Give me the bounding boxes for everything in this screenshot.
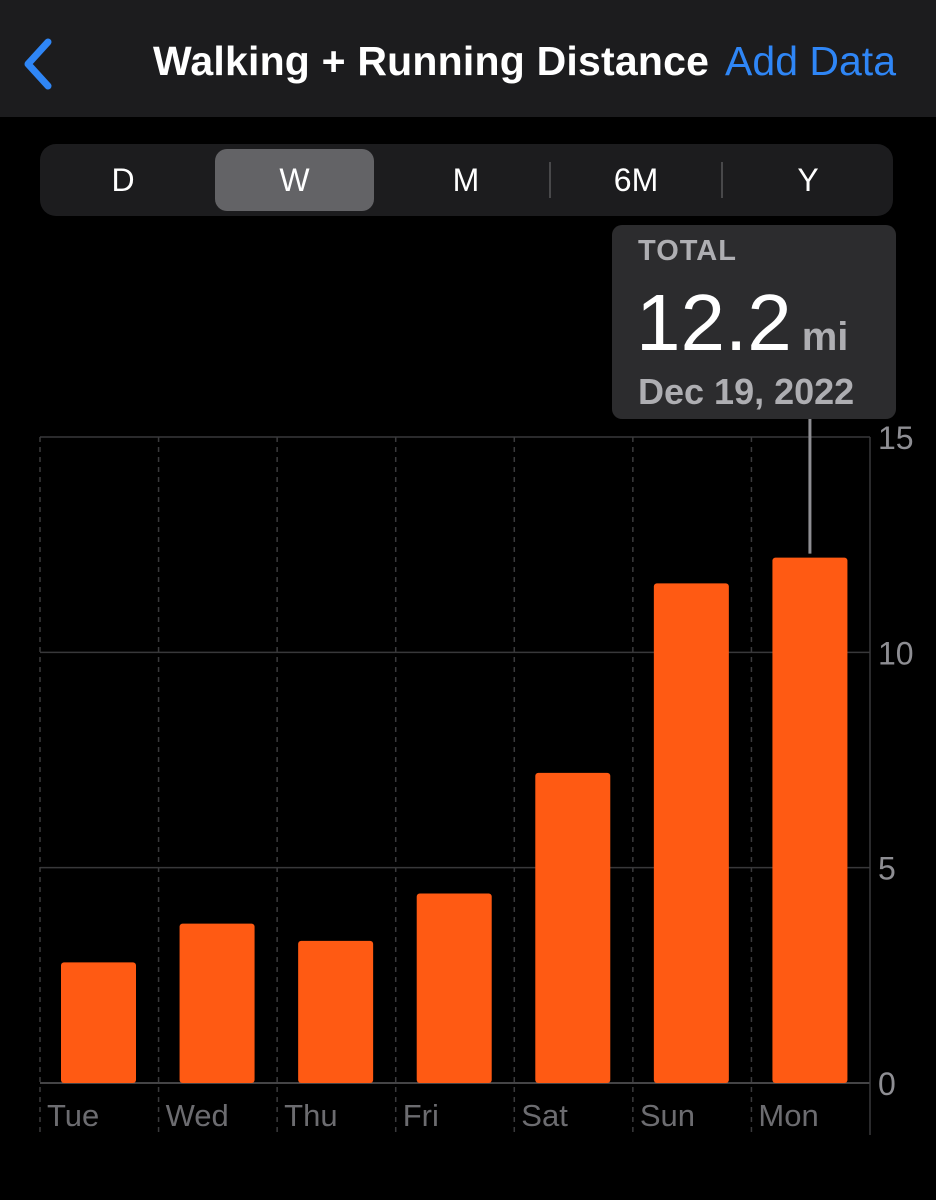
y-tick-label: 10: [878, 635, 914, 671]
tooltip-label: TOTAL: [638, 235, 737, 267]
tooltip-value: 12.2: [636, 278, 792, 367]
x-tick-label: Sun: [640, 1098, 695, 1133]
segment-day[interactable]: D: [111, 161, 135, 198]
add-data-button[interactable]: Add Data: [725, 38, 896, 84]
x-tick-label: Sat: [521, 1098, 568, 1133]
bar-sun[interactable]: [653, 583, 729, 1083]
page-title: Walking + Running Distance: [153, 38, 710, 84]
bar-fri[interactable]: [416, 893, 492, 1083]
x-tick-label: Tue: [47, 1098, 99, 1133]
y-tick-label: 15: [878, 420, 914, 456]
x-tick-label: Mon: [758, 1098, 818, 1133]
tooltip-unit: mi: [801, 315, 849, 359]
segment-divider: [721, 162, 723, 198]
bar-thu[interactable]: [298, 940, 374, 1083]
tooltip-date: Dec 19, 2022: [638, 371, 855, 412]
y-tick-label: 0: [878, 1066, 896, 1102]
time-range-segmented-control: D W M 6M Y: [40, 144, 893, 216]
x-tick-label: Fri: [403, 1098, 439, 1133]
navigation-bar: Walking + Running Distance Add Data: [0, 0, 936, 117]
segment-six-month[interactable]: 6M: [613, 161, 659, 198]
segment-week[interactable]: W: [215, 149, 374, 211]
bar-wed[interactable]: [179, 923, 255, 1083]
segment-divider: [549, 162, 551, 198]
x-tick-label: Thu: [284, 1098, 337, 1133]
bar-tue[interactable]: [61, 962, 136, 1083]
chevron-left-icon: [24, 38, 52, 90]
x-tick-label: Wed: [166, 1098, 229, 1133]
bar-sat[interactable]: [535, 772, 611, 1083]
tooltip-value-group: 12.2 mi: [636, 277, 848, 369]
segment-month[interactable]: M: [452, 161, 480, 198]
y-tick-label: 5: [878, 851, 896, 887]
distance-bar-chart[interactable]: 0 5 10 15 Tue Wed Thu Fri Sat Sun Mon: [0, 220, 936, 1160]
back-button[interactable]: [16, 30, 76, 94]
selection-tooltip: TOTAL 12.2 mi Dec 19, 2022: [612, 225, 896, 419]
segment-year[interactable]: Y: [797, 161, 819, 198]
bar-mon[interactable]: [772, 557, 848, 1083]
